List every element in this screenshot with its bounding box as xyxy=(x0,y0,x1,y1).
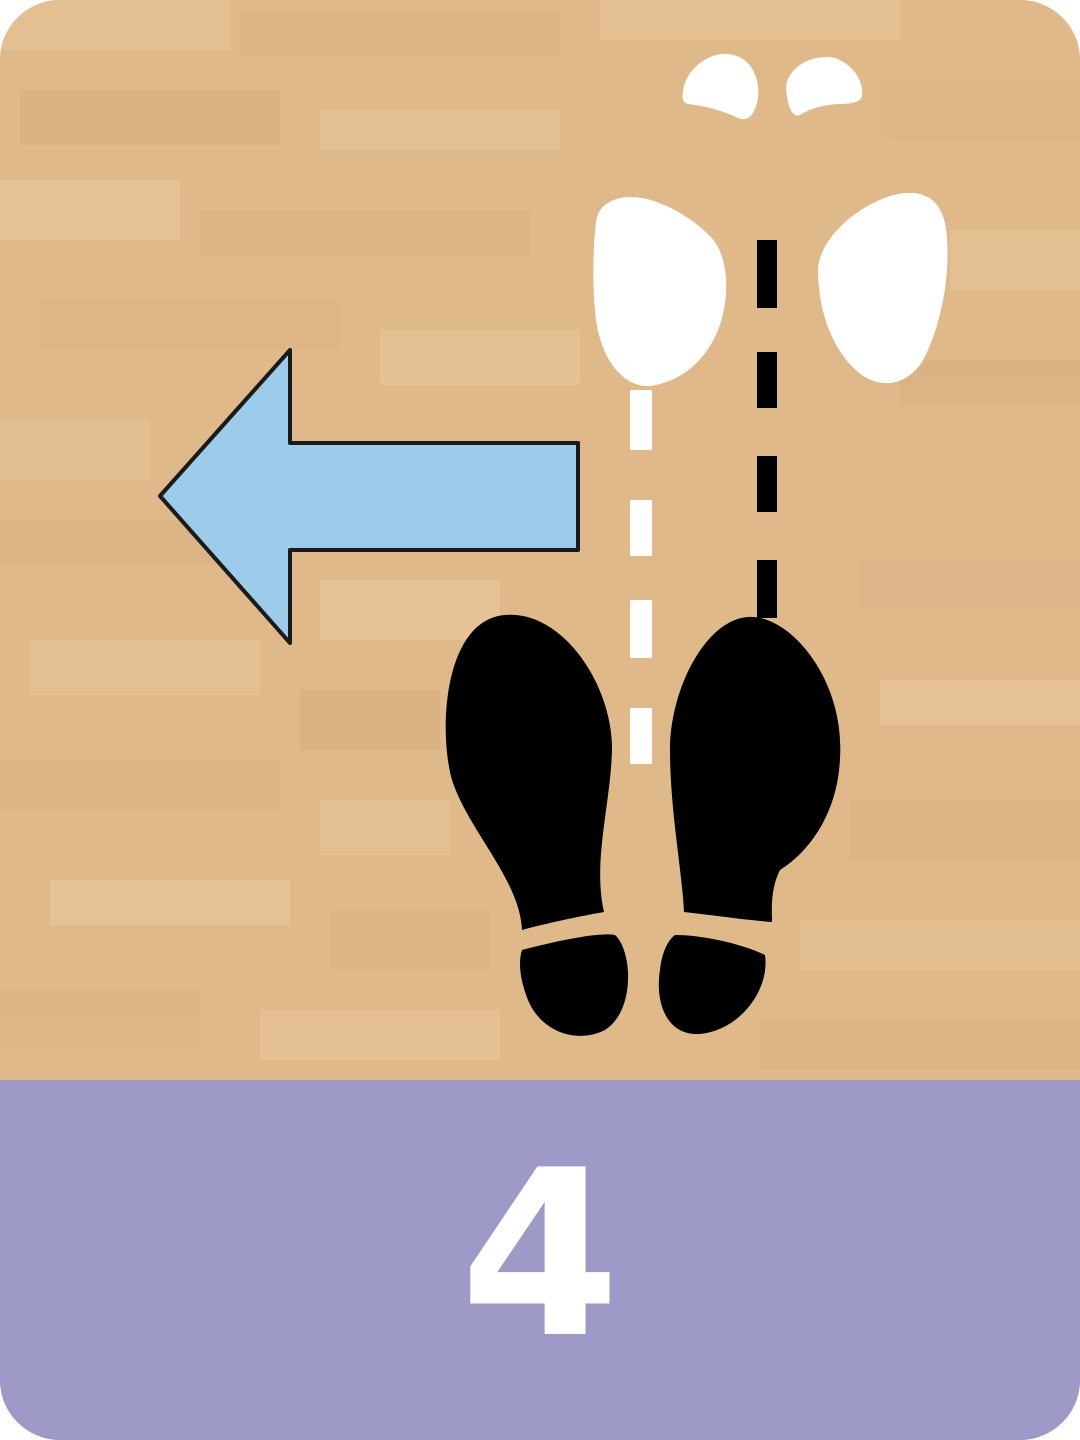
step-number: 4 xyxy=(459,1122,621,1389)
white-footprints-icon xyxy=(593,53,948,764)
wooden-floor xyxy=(0,53,1080,1036)
arrow-left-icon xyxy=(158,348,580,645)
wood-plank-texture xyxy=(0,110,1080,925)
black-shoe-prints-icon xyxy=(445,614,841,1036)
step-number-footer: 4 xyxy=(0,1080,1080,1440)
black-dashed-guide xyxy=(757,240,777,618)
